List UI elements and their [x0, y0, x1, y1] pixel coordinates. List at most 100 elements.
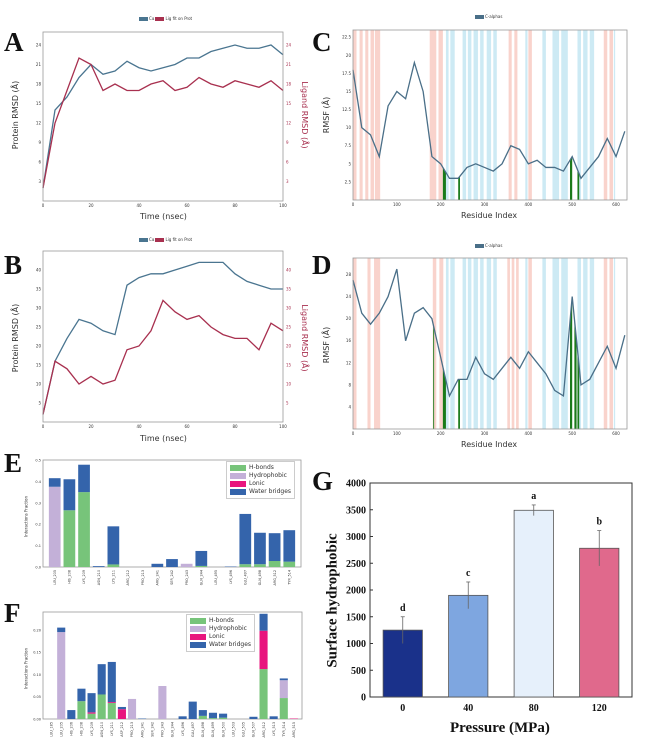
- bar-segment-e: [48, 478, 61, 487]
- y-tick-label: 16: [346, 338, 352, 343]
- strand-band-c: [493, 30, 497, 200]
- category-label: GLU_505: [242, 722, 246, 737]
- y-tick-label: 3000: [346, 532, 366, 543]
- bar-80: [513, 509, 554, 698]
- panel-label-f: F: [4, 598, 21, 628]
- x-tick-label: 40: [136, 424, 142, 429]
- bar-segment-f: [279, 698, 288, 719]
- legend-item-hbonds: H-bonds: [230, 464, 291, 472]
- legend-swatch-ligand: [155, 237, 165, 242]
- x-tick-label: 100: [393, 202, 401, 207]
- significance-letter: c: [466, 568, 471, 579]
- helix-band-d: [374, 258, 381, 429]
- helix-band-c: [438, 30, 443, 200]
- legend-item-ionic: Lonic: [230, 480, 291, 488]
- series-line-a-1: [42, 57, 284, 189]
- y2-tick-label: 18: [286, 82, 292, 87]
- category-label: ARG_241: [156, 570, 160, 585]
- bar-segment-f: [107, 661, 116, 703]
- x-tick-label: 100: [279, 203, 287, 208]
- bar-segment-e: [78, 464, 90, 493]
- category-label: ARG_212: [126, 570, 130, 585]
- bar-segment-f: [77, 688, 86, 702]
- legend-label: H-bonds: [249, 464, 274, 471]
- y2-axis-title-a: Ligand RMSD (Å): [300, 81, 309, 149]
- x-tick-label: 80: [529, 703, 539, 714]
- strand-band-c: [613, 30, 616, 200]
- bar-segment-f: [219, 717, 228, 719]
- bar-segment-e: [63, 479, 76, 511]
- strand-band-c: [486, 30, 492, 200]
- legend-label: Lig fit on Prot: [165, 237, 193, 242]
- helix-band-d: [432, 258, 437, 429]
- y-tick-label: 10: [346, 125, 352, 130]
- significance-letter: a: [531, 491, 536, 502]
- x-axis-title-b: Time (nsec): [140, 434, 187, 443]
- x-tick-label: 500: [568, 202, 576, 207]
- bar-segment-f: [259, 630, 268, 670]
- helix-band-c: [353, 30, 357, 200]
- y-tick-label: 7.5: [345, 143, 352, 148]
- bar-segment-e: [239, 564, 252, 567]
- y2-tick-label: 15: [286, 363, 292, 368]
- bar-segment-f: [198, 710, 207, 716]
- category-label: PRO_213: [141, 570, 145, 585]
- bar-segment-f: [198, 715, 207, 719]
- y-tick-label: 0: [361, 693, 366, 704]
- strand-band-d: [561, 258, 568, 429]
- legend-label: Hydrophobic: [249, 472, 287, 479]
- strand-band-c: [583, 30, 588, 200]
- category-label: GLN_498: [201, 722, 205, 737]
- legend-label: Cα: [149, 16, 155, 21]
- y-tick-label: 28: [346, 272, 352, 277]
- x-tick-label: 40: [463, 703, 473, 714]
- contact-region-d: [574, 318, 577, 429]
- y-tick-label: 0.15: [33, 651, 41, 655]
- x-tick-label: 0: [42, 424, 45, 429]
- bar-segment-f: [178, 716, 187, 719]
- legend-label: Lonic: [249, 480, 265, 487]
- bar-segment-f: [57, 627, 66, 633]
- legend-label: Lig fit on Prot: [165, 16, 193, 21]
- y-tick-label: 0.1: [35, 544, 41, 548]
- bar-segment-f: [87, 693, 96, 713]
- category-label: PRO_243: [161, 722, 165, 737]
- bar-120: [579, 547, 620, 698]
- helix-band-c: [528, 30, 532, 200]
- strand-band-d: [493, 258, 497, 429]
- helix-band-c: [359, 30, 363, 200]
- x-tick-label: 100: [393, 431, 401, 436]
- bar-segment-e: [92, 566, 105, 567]
- bar-segment-f: [107, 702, 116, 719]
- x-tick-label: 400: [525, 202, 533, 207]
- helix-band-d: [507, 258, 510, 429]
- bar-segment-f: [67, 710, 76, 719]
- bar-segment-e: [195, 565, 208, 567]
- x-tick-label: 0: [352, 431, 355, 436]
- y-tick-label: 18: [36, 82, 42, 87]
- y-tick-label: 5: [38, 401, 41, 406]
- bar-segment-f: [188, 701, 197, 719]
- y-tick-label: 12: [346, 360, 352, 365]
- category-label: LYS_211: [112, 570, 116, 584]
- y-tick-label: 25: [36, 325, 42, 330]
- x-tick-label: 600: [612, 202, 620, 207]
- bar-segment-e: [78, 492, 90, 567]
- plot-frame-c: [352, 29, 628, 201]
- legend-label: Cα: [149, 237, 155, 242]
- category-label: LYS_496: [229, 570, 233, 584]
- helix-band-c: [429, 30, 437, 200]
- category-label: LYS_496: [181, 722, 185, 736]
- category-label: LEU_185: [49, 722, 53, 737]
- y2-tick-label: 25: [286, 325, 292, 330]
- y-tick-label: 0.0: [35, 566, 41, 570]
- series-line-b-1: [42, 299, 284, 415]
- strand-band-d: [613, 258, 616, 429]
- y-tick-label: 40: [36, 268, 42, 273]
- x-tick-label: 300: [481, 202, 489, 207]
- y-tick-label: 3500: [346, 505, 366, 516]
- panel-label-e: E: [4, 448, 23, 478]
- strand-band-c: [467, 30, 472, 200]
- helix-band-c: [370, 30, 375, 200]
